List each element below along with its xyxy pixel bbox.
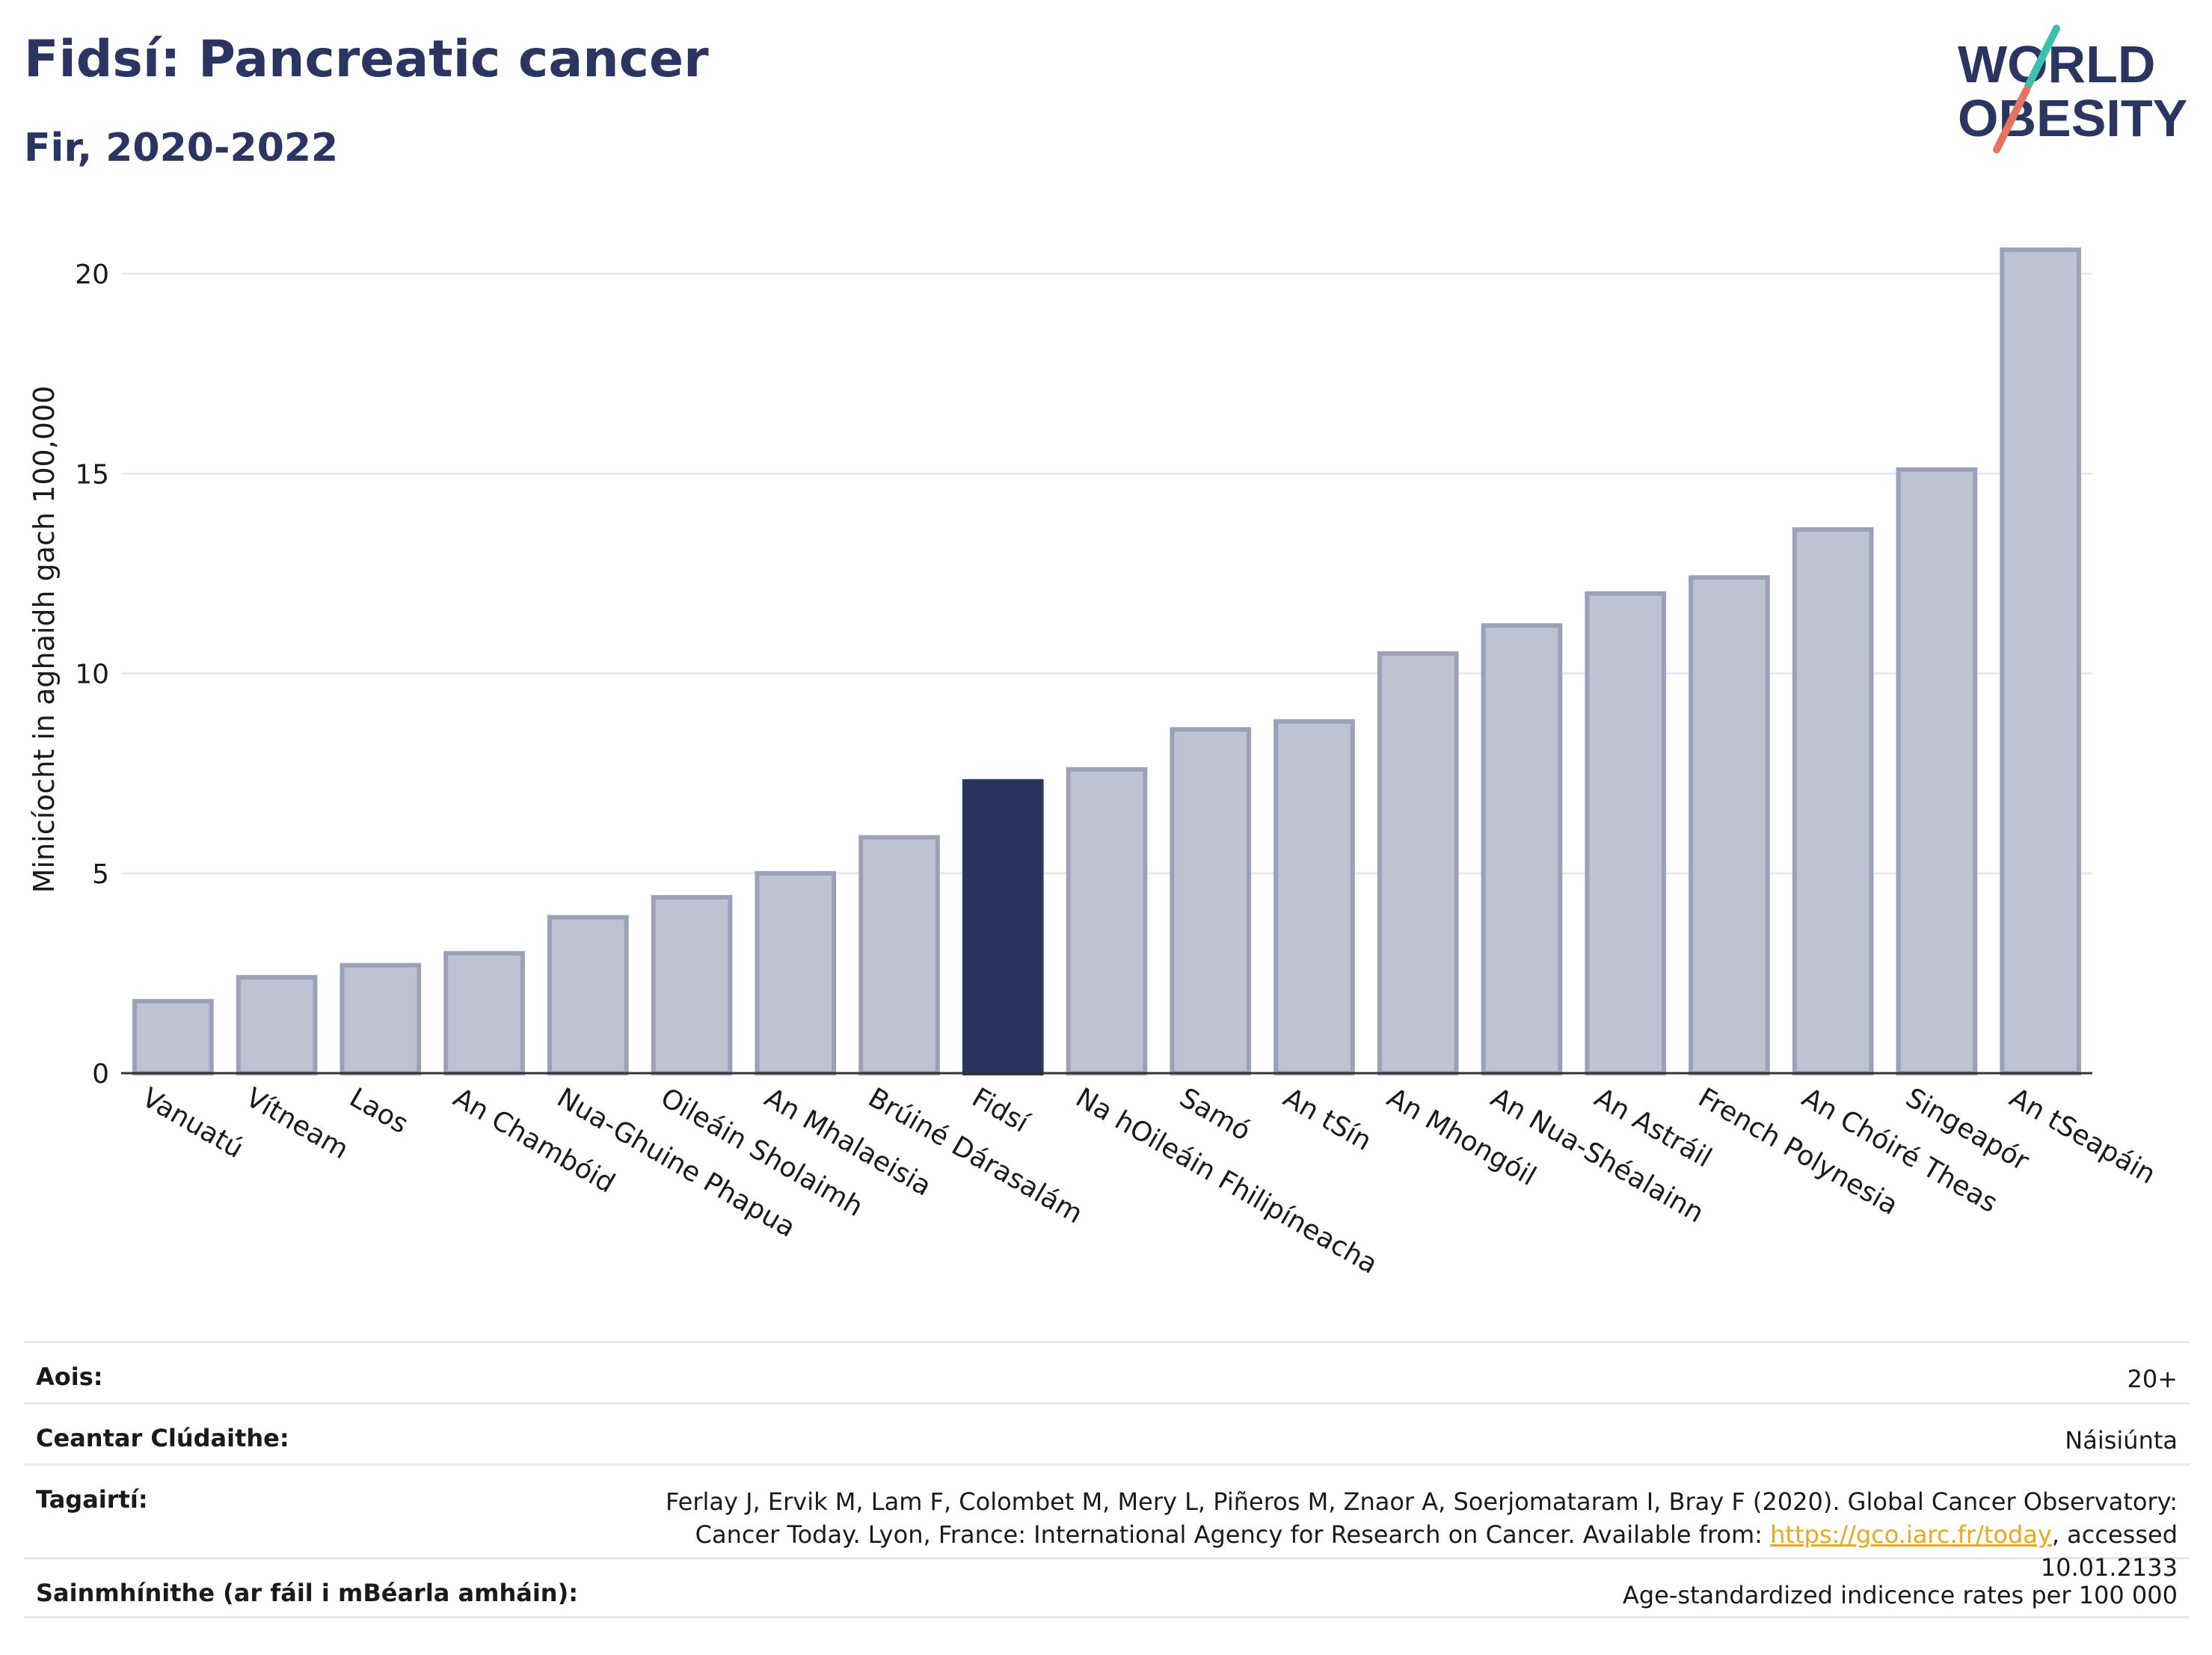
bar-nua-ghuine-phapua xyxy=(547,915,629,1076)
logo-slash-teal xyxy=(2024,25,2060,90)
info-table: Aois: 20+ Ceantar Clúdaithe: Náisiúnta T… xyxy=(24,1341,2190,1618)
y-tick-label: 15 xyxy=(75,459,109,490)
bar-na-hoileáin-fhilipíneacha xyxy=(1066,767,1148,1076)
y-tick-label: 10 xyxy=(75,660,109,690)
definitions-label: Sainmhínithe (ar fáil i mBéarla amháin): xyxy=(36,1579,578,1607)
bar-an-tsín xyxy=(1274,719,1355,1075)
bar-an-chóiré-theas xyxy=(1792,527,1874,1075)
bar-an-chambóid xyxy=(443,951,525,1076)
area-value: Náisiúnta xyxy=(2065,1426,2178,1455)
logo-line1: WORLD xyxy=(1958,35,2155,93)
bar-oileáin-sholaimh xyxy=(651,894,733,1075)
references-link[interactable]: https://gco.iarc.fr/today xyxy=(1770,1520,2052,1549)
bar-an-tseapáin xyxy=(2000,247,2081,1075)
references-value: Ferlay J, Ervik M, Lam F, Colombet M, Me… xyxy=(607,1466,2178,1584)
x-tick-label: Vítneam xyxy=(241,1082,354,1165)
definitions-value: Age-standardized indicence rates per 100… xyxy=(1622,1581,2178,1609)
references-accessed: , accessed 10.01.2133 xyxy=(2040,1520,2178,1582)
x-tick-label: An tSeapáin xyxy=(2004,1082,2160,1190)
y-tick-label: 5 xyxy=(92,859,109,890)
bar-fidsí xyxy=(962,779,1044,1075)
bar-samó xyxy=(1170,727,1252,1076)
bar-vítneam xyxy=(236,974,318,1075)
age-label: Aois: xyxy=(36,1363,103,1391)
chart-subtitle: Fir, 2020-2022 xyxy=(24,126,339,171)
bars xyxy=(132,247,2081,1076)
references-text: Ferlay J, Ervik M, Lam F, Colombet M, Me… xyxy=(666,1487,2178,1549)
x-tick-label: Vanuatú xyxy=(137,1082,248,1164)
bar-french-polynesia xyxy=(1689,575,1770,1075)
bar-an-mhongóil xyxy=(1377,651,1459,1075)
x-tick-label: Samó xyxy=(1174,1082,1256,1147)
x-tick-label: Fidsí xyxy=(967,1082,1034,1139)
bar-singeapór xyxy=(1896,467,1978,1075)
references-label: Tagairtí: xyxy=(36,1485,148,1514)
bar-an-nua-shéalainn xyxy=(1481,623,1563,1075)
logo-slash-coral xyxy=(1993,86,2030,153)
bar-an-mhalaeisia xyxy=(755,871,837,1075)
chart-title: Fidsí: Pancreatic cancer xyxy=(24,30,709,89)
bar-vanuatú xyxy=(132,998,214,1076)
bar-an-astráil xyxy=(1585,591,1667,1075)
x-tick-label: Laos xyxy=(344,1082,413,1140)
age-value: 20+ xyxy=(2127,1365,2178,1393)
y-axis-label: Minicíocht in aghaidh gach 100,000 xyxy=(28,386,61,894)
info-row-references: Tagairtí: Ferlay J, Ervik M, Lam F, Colo… xyxy=(24,1464,2190,1582)
world-obesity-logo: WORLD OBESITY xyxy=(1958,25,2187,153)
info-row-age: Aois: 20+ xyxy=(24,1341,2190,1402)
info-row-area: Ceantar Clúdaithe: Náisiúnta xyxy=(24,1402,2190,1464)
logo-line2: OBESITY xyxy=(1958,89,2187,147)
bar-laos xyxy=(340,962,422,1076)
y-tick-label: 0 xyxy=(92,1059,109,1090)
x-tick-label: An tSín xyxy=(1278,1082,1377,1157)
y-tick-labels: 0 5 10 15 20 xyxy=(75,260,109,1090)
area-label: Ceantar Clúdaithe: xyxy=(36,1424,289,1452)
info-row-definitions: Sainmhínithe (ar fáil i mBéarla amháin):… xyxy=(24,1557,2190,1618)
y-tick-label: 20 xyxy=(75,260,109,290)
bar-brúiné-dárasalám xyxy=(858,835,940,1076)
